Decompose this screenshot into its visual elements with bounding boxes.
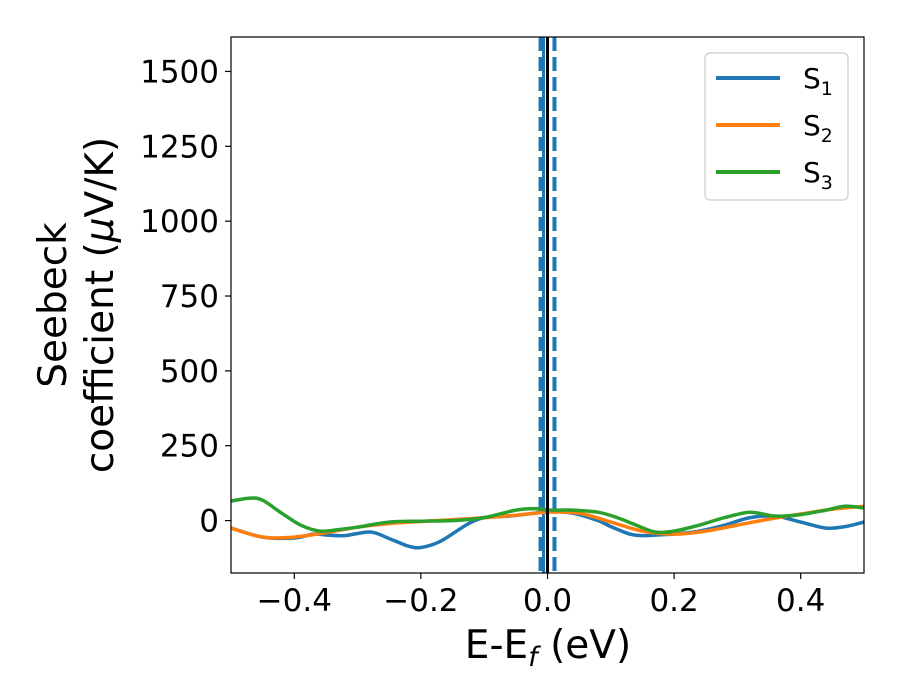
series-layer (231, 37, 864, 573)
y-tick-label: 500 (160, 354, 219, 390)
y-tick-label: 1000 (140, 204, 219, 240)
y-tick-label: 0 (199, 504, 219, 540)
x-tick-label: −0.4 (257, 583, 332, 619)
y-axis-label-line1: Seebeck (31, 222, 76, 388)
x-tick-label: 0.4 (776, 583, 825, 619)
legend: S1 S2 S3 (704, 52, 849, 201)
legend-label-s2: S2 (803, 109, 833, 147)
legend-label-s1: S1 (803, 62, 833, 100)
y-axis-label: Seebeck coefficient (μV/K) (31, 137, 123, 473)
x-tick-label: 0.2 (649, 583, 698, 619)
y-tick-label: 250 (160, 429, 219, 465)
x-axis: −0.4 −0.2 0.0 0.2 0.4 (257, 573, 825, 619)
y-axis: 0 250 500 750 1000 1250 1500 (140, 54, 231, 540)
y-tick-label: 750 (160, 279, 219, 315)
y-tick-label: 1500 (140, 54, 219, 90)
legend-label-s3: S3 (803, 156, 833, 194)
y-axis-label-line2: coefficient (μV/K) (78, 137, 123, 473)
x-tick-label: −0.2 (383, 583, 458, 619)
x-tick-label: 0.0 (523, 583, 572, 619)
x-axis-label: E-Ef (eV) (465, 623, 631, 673)
y-tick-label: 1250 (140, 129, 219, 165)
